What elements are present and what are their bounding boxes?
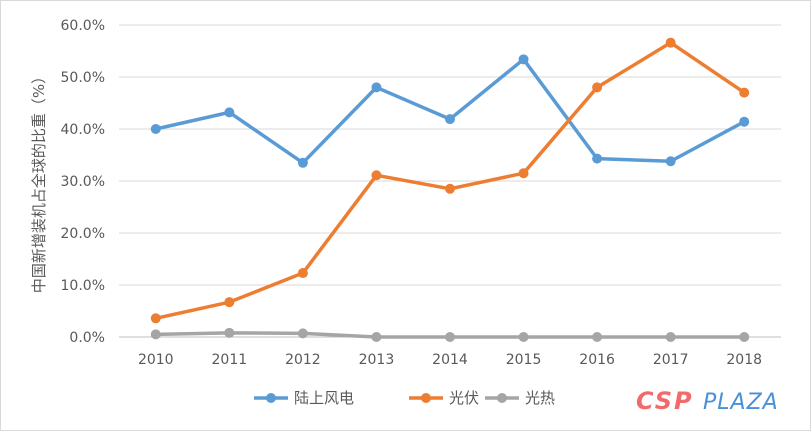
data-point: [224, 297, 235, 308]
data-point: [150, 124, 161, 134]
series-line: [154, 40, 746, 321]
data-point: [445, 114, 455, 125]
y-tick-label: 20.0%: [61, 226, 105, 242]
legend: 陆上风电 光伏 光热: [254, 389, 555, 407]
watermark-part1: CSP: [636, 387, 694, 415]
y-axis-ticks: 0.0% 10.0% 20.0% 30.0% 40.0% 50.0% 60.0%: [61, 18, 105, 346]
data-point: [739, 332, 750, 342]
data-point: [665, 37, 676, 48]
x-tick-label: 2018: [726, 352, 762, 368]
data-point: [739, 87, 750, 98]
series-1: [150, 54, 750, 168]
data-point: [297, 328, 308, 339]
legend-swatch-marker: [421, 393, 431, 403]
x-axis-ticks: 2010 2011 2012 2013 2014 2015 2016 2017 2018: [138, 352, 762, 368]
legend-swatch-marker: [266, 393, 276, 403]
data-point: [518, 332, 529, 342]
data-point: [445, 183, 455, 194]
series-line: [154, 57, 746, 165]
data-point: [297, 157, 308, 168]
data-point: [371, 82, 382, 93]
data-point: [371, 170, 382, 181]
data-point: [445, 332, 455, 342]
data-point: [224, 107, 235, 118]
x-tick-label: 2010: [138, 352, 174, 368]
watermark-part2: PLAZA: [703, 390, 779, 415]
x-tick-label: 2016: [579, 352, 615, 368]
legend-swatch-marker: [497, 393, 507, 403]
y-tick-label: 0.0%: [69, 330, 105, 346]
y-tick-label: 10.0%: [61, 278, 105, 294]
y-tick-label: 50.0%: [61, 70, 105, 86]
data-point: [518, 168, 529, 179]
data-point: [224, 327, 235, 338]
legend-item: 陆上风电: [254, 389, 354, 407]
x-tick-label: 2011: [212, 352, 248, 368]
legend-label: 陆上风电: [294, 389, 354, 407]
legend-label: 光伏: [449, 389, 479, 407]
data-point: [518, 54, 529, 65]
legend-item: 光热: [485, 389, 555, 407]
x-tick-label: 2017: [653, 352, 689, 368]
data-point: [665, 156, 676, 167]
data-point: [371, 332, 382, 342]
gridlines: [119, 24, 781, 338]
data-point: [592, 82, 603, 93]
legend-item: 光伏: [409, 389, 479, 407]
x-tick-label: 2012: [285, 352, 321, 368]
series-2: [150, 37, 750, 324]
legend-label: 光热: [525, 389, 555, 407]
y-tick-label: 30.0%: [61, 174, 105, 190]
y-tick-label: 60.0%: [61, 18, 105, 34]
data-point: [665, 332, 676, 342]
data-point: [592, 153, 603, 164]
x-tick-label: 2015: [506, 352, 542, 368]
series-3: [150, 327, 750, 342]
data-point: [150, 313, 161, 324]
data-point: [739, 116, 750, 127]
y-axis-label: 中国新增装机占全球的比重（%）: [30, 69, 48, 293]
watermark-logo: CSP PLAZA: [636, 387, 779, 415]
series-lines: [150, 37, 750, 342]
data-point: [592, 332, 603, 342]
data-point: [150, 329, 161, 340]
x-tick-label: 2013: [359, 352, 395, 368]
y-tick-label: 40.0%: [61, 122, 105, 138]
data-point: [297, 268, 308, 279]
x-tick-label: 2014: [432, 352, 468, 368]
